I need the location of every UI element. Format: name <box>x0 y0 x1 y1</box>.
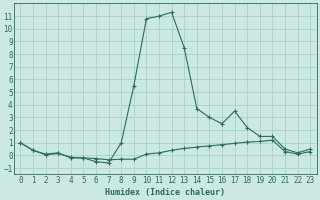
X-axis label: Humidex (Indice chaleur): Humidex (Indice chaleur) <box>105 188 225 197</box>
